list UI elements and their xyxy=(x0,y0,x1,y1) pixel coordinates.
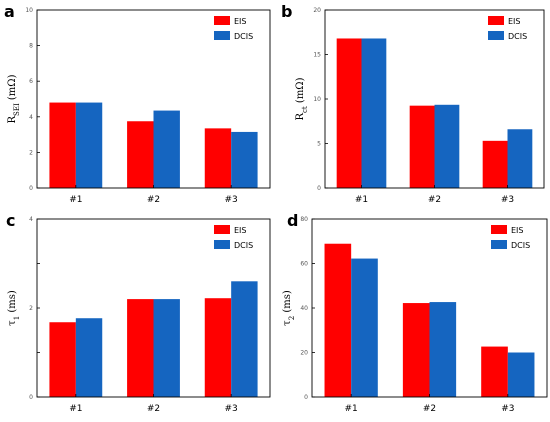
chart-panel-b: b #1 #2 #3 0 5 10 15 20 Rct (mΩ) EIS DCIS xyxy=(275,0,550,211)
y-tick-label: 0 xyxy=(304,394,308,401)
chart-a-svg: a #1 #2 #3 0 2 4 6 8 10 RSEI (mΩ) EIS DCIS xyxy=(4,2,271,205)
y-axis-label: τ1 (ms) xyxy=(7,290,21,326)
chart-panel-d: d #1 #2 #3 0 20 40 60 80 τ2 (ms) EIS DCIS xyxy=(275,211,550,422)
plot-frame xyxy=(311,218,548,398)
chart-panel-a: a #1 #2 #3 0 2 4 6 8 10 RSEI (mΩ) EIS DCIS xyxy=(0,0,275,211)
legend-label-dcis: DCIS xyxy=(508,32,527,41)
y-tick-label: 4 xyxy=(29,114,33,121)
bar-dcis-3 xyxy=(507,129,533,188)
chart-d-svg: d #1 #2 #3 0 20 40 60 80 τ2 (ms) EIS DCIS xyxy=(282,211,548,414)
bar-eis-2 xyxy=(409,105,435,188)
x-tick-label: #2 xyxy=(147,404,160,414)
x-tick-label: #3 xyxy=(501,404,514,414)
chart-b-svg: b #1 #2 #3 0 5 10 15 20 Rct (mΩ) EIS DCIS xyxy=(281,2,545,205)
y-tick-label: 15 xyxy=(313,52,321,59)
legend-label-dcis: DCIS xyxy=(511,241,530,250)
bar-eis-3 xyxy=(204,128,232,188)
bar-eis-1 xyxy=(324,243,352,397)
y-tick-label: 20 xyxy=(313,7,321,14)
y-tick-label: 0 xyxy=(29,185,33,192)
legend-swatch-dcis xyxy=(214,31,230,40)
y-tick-label: 10 xyxy=(25,7,33,14)
y-tick-label: 5 xyxy=(317,141,321,148)
x-tick-label: #3 xyxy=(225,195,238,205)
x-tick-label: #1 xyxy=(355,195,368,205)
legend-swatch-eis xyxy=(491,225,507,234)
x-tick-label: #3 xyxy=(501,195,514,205)
x-tick-label: #2 xyxy=(147,195,160,205)
y-tick-label: 2 xyxy=(29,149,33,156)
plot-frame xyxy=(324,9,545,189)
bar-dcis-1 xyxy=(75,318,103,397)
bar-eis-1 xyxy=(49,102,76,188)
y-tick-label: 20 xyxy=(300,350,308,357)
bar-dcis-2 xyxy=(153,110,180,188)
y-tick-label: 6 xyxy=(29,78,33,85)
bar-eis-2 xyxy=(127,299,154,397)
x-tick-label: #2 xyxy=(423,404,436,414)
bar-eis-1 xyxy=(336,38,362,189)
x-tick-label: #1 xyxy=(345,404,358,414)
bar-dcis-3 xyxy=(231,131,258,188)
bar-eis-3 xyxy=(481,346,508,397)
panel-label: b xyxy=(281,2,292,21)
bar-dcis-3 xyxy=(231,281,258,397)
legend-label-eis: EIS xyxy=(234,17,247,26)
bar-dcis-2 xyxy=(434,104,460,188)
bar-dcis-1 xyxy=(361,38,387,189)
chart-c-svg: c #1 #2 #3 0 2 4 τ1 (ms) EIS DCIS xyxy=(6,211,271,414)
legend-swatch-dcis xyxy=(214,240,230,249)
legend-swatch-dcis xyxy=(491,240,507,249)
legend-label-dcis: DCIS xyxy=(234,241,253,250)
legend-swatch-eis xyxy=(214,16,230,25)
panel-label: d xyxy=(287,211,298,230)
bar-eis-3 xyxy=(482,140,508,188)
bar-dcis-2 xyxy=(153,299,180,397)
legend-label-eis: EIS xyxy=(511,226,524,235)
bar-eis-2 xyxy=(402,303,430,397)
x-tick-label: #2 xyxy=(428,195,441,205)
x-tick-label: #1 xyxy=(69,404,82,414)
legend-label-eis: EIS xyxy=(508,17,521,26)
bar-dcis-1 xyxy=(75,102,103,188)
bar-eis-1 xyxy=(49,322,76,397)
bar-eis-3 xyxy=(204,298,232,397)
y-tick-label: 80 xyxy=(300,216,308,223)
y-tick-label: 4 xyxy=(29,216,33,223)
x-tick-label: #3 xyxy=(225,404,238,414)
bar-dcis-1 xyxy=(351,258,378,397)
y-tick-label: 0 xyxy=(29,394,33,401)
y-tick-label: 10 xyxy=(313,96,321,103)
legend-label-eis: EIS xyxy=(234,226,247,235)
legend-swatch-eis xyxy=(488,16,504,25)
panel-label: a xyxy=(4,2,15,21)
x-tick-label: #1 xyxy=(69,195,82,205)
plot-frame xyxy=(36,218,271,398)
y-tick-label: 8 xyxy=(29,43,33,50)
panel-label: c xyxy=(6,211,15,230)
bar-dcis-3 xyxy=(507,352,535,397)
y-axis-label: Rct (mΩ) xyxy=(295,77,309,120)
y-tick-label: 40 xyxy=(300,305,308,312)
y-tick-label: 2 xyxy=(29,305,33,312)
bar-dcis-2 xyxy=(429,302,457,397)
plot-frame xyxy=(36,9,271,189)
legend-swatch-eis xyxy=(214,225,230,234)
legend-swatch-dcis xyxy=(488,31,504,40)
chart-panel-c: c #1 #2 #3 0 2 4 τ1 (ms) EIS DCIS xyxy=(0,211,275,422)
y-axis-label: RSEI (mΩ) xyxy=(7,74,21,123)
y-tick-label: 60 xyxy=(300,261,308,268)
bar-eis-2 xyxy=(127,121,154,188)
y-axis-label: τ2 (ms) xyxy=(282,290,296,326)
legend-label-dcis: DCIS xyxy=(234,32,253,41)
y-tick-label: 0 xyxy=(317,185,321,192)
